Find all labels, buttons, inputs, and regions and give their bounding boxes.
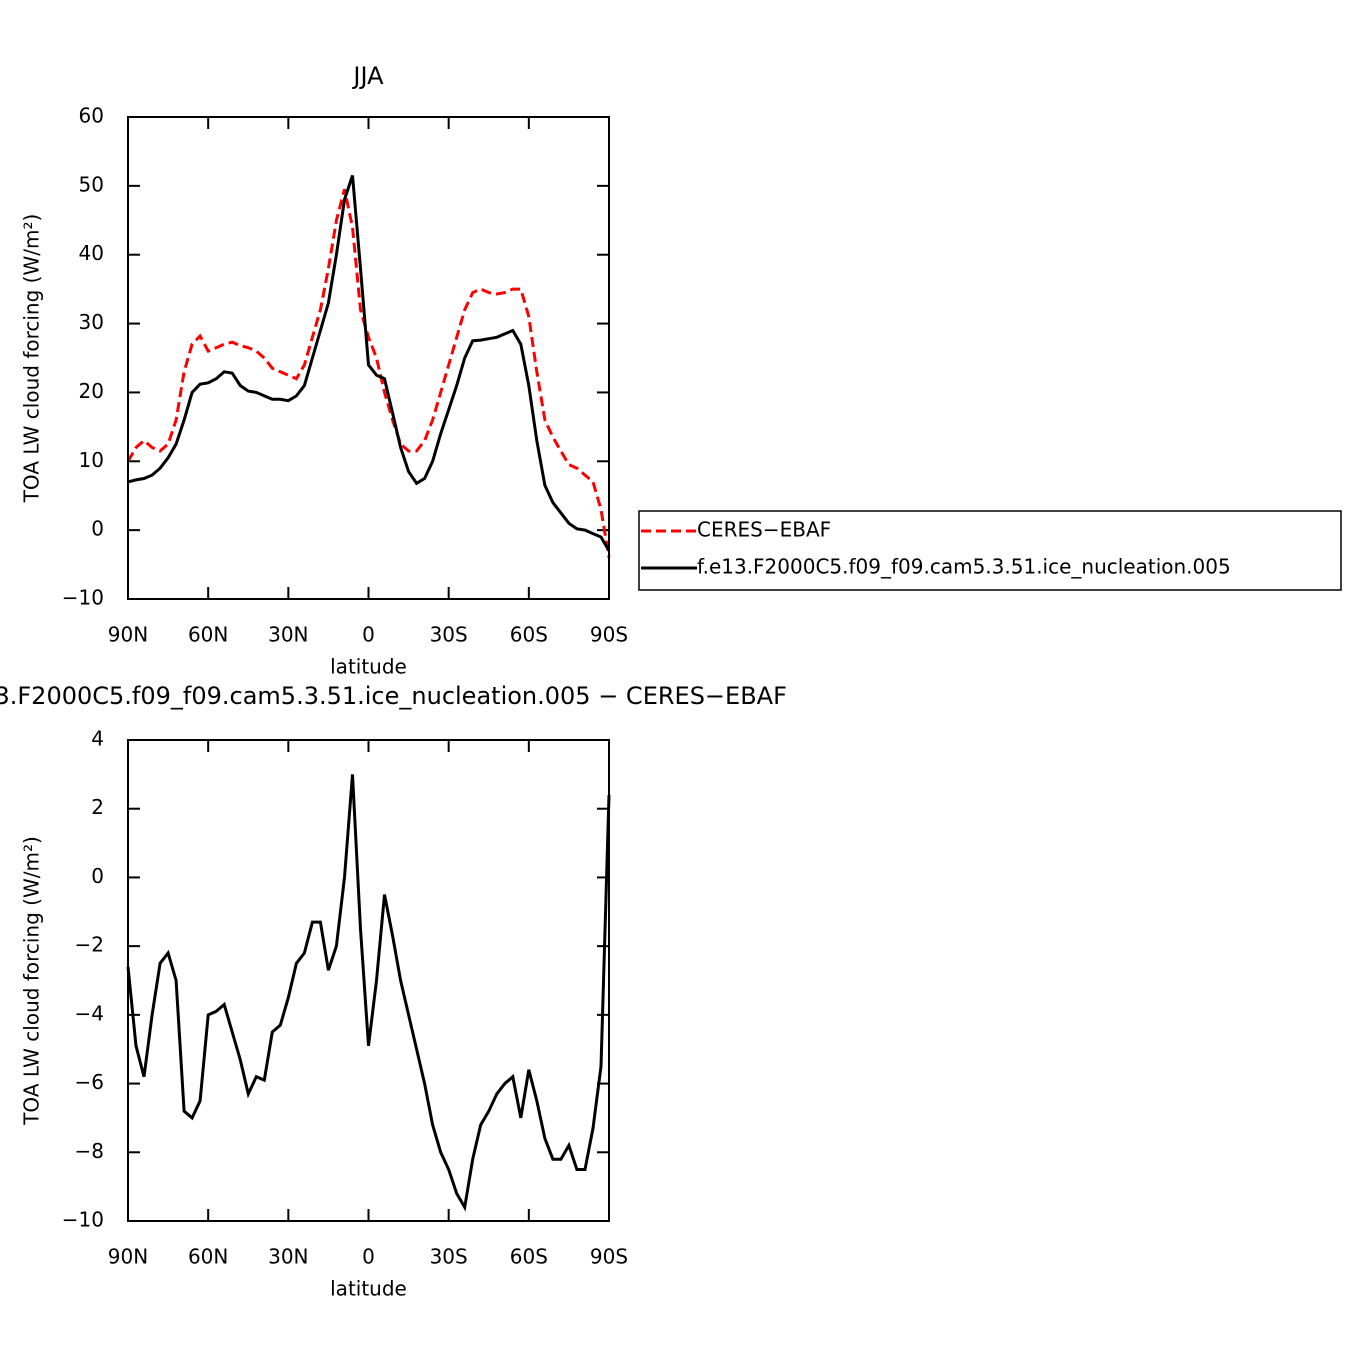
x-tick-label: 30N [268,623,308,647]
data-line [126,774,611,1212]
y-tick-label: −8 [75,1139,104,1163]
y-axis-label: TOA LW cloud forcing (W/m²) [20,836,44,1126]
x-tick-label: 0 [362,1245,375,1269]
chart-title: JJA [351,62,384,90]
legend-label: f.e13.F2000C5.f09_f09.cam5.3.51.ice_nucl… [697,555,1231,579]
x-tick-label: 90S [590,623,628,647]
legend-box [638,510,1342,591]
y-tick-label: 4 [91,727,104,751]
y-tick-label: −10 [62,586,104,610]
y-tick-label: 40 [79,241,104,265]
y-tick-label: −4 [75,1001,104,1025]
y-tick-label: −2 [75,933,104,957]
x-axis-label: latitude [330,655,407,679]
y-tick-label: −6 [75,1070,104,1094]
x-axis-label: latitude [330,1277,407,1301]
x-tick-label: 90N [108,623,148,647]
y-tick-label: 10 [79,448,104,472]
x-tick-label: 0 [362,623,375,647]
x-tick-label: 30S [430,1245,468,1269]
x-tick-label: 60N [188,1245,228,1269]
y-tick-label: 0 [91,864,104,888]
data-line [127,175,611,552]
x-tick-label: 30N [268,1245,308,1269]
x-tick-label: 60S [510,623,548,647]
y-tick-label: −10 [62,1208,104,1232]
y-tick-label: 2 [91,795,104,819]
y-tick-label: 0 [91,517,104,541]
y-tick-label: 60 [79,104,104,128]
plot-frame [127,739,610,1222]
y-tick-label: 20 [79,379,104,403]
legend-label: CERES−EBAF [697,518,831,542]
y-tick-label: 50 [79,172,104,196]
y-tick-label: 30 [79,310,104,334]
plot-frame [127,116,610,600]
x-tick-label: 60N [188,623,228,647]
chart-title: f.e13.F2000C5.f09_f09.cam5.3.51.ice_nucl… [0,682,787,710]
x-tick-label: 60S [510,1245,548,1269]
x-tick-label: 90S [590,1245,628,1269]
data-line [126,188,611,558]
x-tick-label: 90N [108,1245,148,1269]
y-axis-label: TOA LW cloud forcing (W/m²) [20,214,44,504]
x-tick-label: 30S [430,623,468,647]
